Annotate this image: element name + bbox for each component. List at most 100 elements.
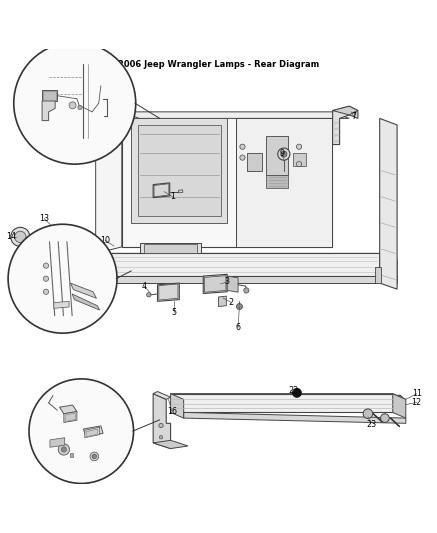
Polygon shape xyxy=(110,276,397,283)
Text: 5: 5 xyxy=(171,308,177,317)
Polygon shape xyxy=(85,427,100,438)
Polygon shape xyxy=(267,175,288,188)
Circle shape xyxy=(292,389,301,397)
Text: 19: 19 xyxy=(63,96,73,106)
Polygon shape xyxy=(393,394,406,418)
Polygon shape xyxy=(236,118,332,247)
Polygon shape xyxy=(145,244,197,253)
Circle shape xyxy=(244,288,249,293)
Circle shape xyxy=(281,151,287,157)
Polygon shape xyxy=(86,429,98,437)
Circle shape xyxy=(240,144,245,149)
Polygon shape xyxy=(375,266,381,283)
Polygon shape xyxy=(122,112,349,118)
Circle shape xyxy=(14,42,136,164)
Polygon shape xyxy=(138,125,221,216)
Polygon shape xyxy=(153,183,170,198)
Text: 16: 16 xyxy=(167,407,177,416)
Polygon shape xyxy=(70,283,97,298)
Circle shape xyxy=(11,227,30,246)
Text: 20: 20 xyxy=(56,128,66,137)
Text: 7: 7 xyxy=(351,112,356,120)
Text: 12: 12 xyxy=(412,398,422,407)
Circle shape xyxy=(363,409,373,418)
Polygon shape xyxy=(42,90,57,101)
Polygon shape xyxy=(293,154,305,166)
Circle shape xyxy=(240,155,245,160)
Circle shape xyxy=(381,414,389,423)
Polygon shape xyxy=(43,91,56,100)
Polygon shape xyxy=(140,243,201,253)
Polygon shape xyxy=(70,453,73,457)
Text: 10: 10 xyxy=(100,236,110,245)
Polygon shape xyxy=(50,438,65,447)
Text: 4: 4 xyxy=(142,281,147,290)
Text: 11: 11 xyxy=(412,389,422,398)
Circle shape xyxy=(43,289,49,294)
Circle shape xyxy=(296,144,302,149)
Polygon shape xyxy=(159,284,178,300)
Circle shape xyxy=(29,379,134,483)
Circle shape xyxy=(278,148,290,160)
Polygon shape xyxy=(96,253,397,260)
Polygon shape xyxy=(157,283,179,301)
Text: 2006 Jeep Wrangler Lamps - Rear Diagram: 2006 Jeep Wrangler Lamps - Rear Diagram xyxy=(118,60,319,69)
Polygon shape xyxy=(380,253,397,283)
Circle shape xyxy=(43,276,49,281)
Text: 2: 2 xyxy=(228,298,233,306)
Text: 9: 9 xyxy=(279,149,284,158)
Polygon shape xyxy=(227,276,238,292)
Ellipse shape xyxy=(396,398,402,411)
Polygon shape xyxy=(96,253,380,276)
Circle shape xyxy=(14,231,26,243)
Polygon shape xyxy=(380,118,397,289)
Polygon shape xyxy=(205,276,226,292)
Circle shape xyxy=(69,102,76,109)
Polygon shape xyxy=(178,190,183,193)
Polygon shape xyxy=(203,274,227,294)
Text: 21: 21 xyxy=(86,250,97,259)
Polygon shape xyxy=(154,184,169,197)
Polygon shape xyxy=(218,296,226,306)
Circle shape xyxy=(61,447,66,452)
Polygon shape xyxy=(54,301,69,308)
Polygon shape xyxy=(122,112,332,247)
Text: 18: 18 xyxy=(112,441,122,450)
Polygon shape xyxy=(72,294,100,310)
Text: 3: 3 xyxy=(225,277,230,286)
Circle shape xyxy=(147,293,151,297)
Polygon shape xyxy=(170,394,393,413)
Polygon shape xyxy=(84,231,90,238)
Polygon shape xyxy=(64,411,77,423)
Polygon shape xyxy=(153,392,170,399)
Text: 6: 6 xyxy=(236,323,241,332)
Circle shape xyxy=(159,423,163,427)
Circle shape xyxy=(78,106,82,110)
Polygon shape xyxy=(153,394,170,449)
Polygon shape xyxy=(170,394,406,399)
Polygon shape xyxy=(170,394,184,418)
Circle shape xyxy=(8,224,117,333)
Circle shape xyxy=(90,452,99,461)
Polygon shape xyxy=(83,426,103,437)
Polygon shape xyxy=(42,101,55,120)
Polygon shape xyxy=(333,106,358,115)
Circle shape xyxy=(159,435,163,439)
Text: 1: 1 xyxy=(170,192,175,201)
Polygon shape xyxy=(96,112,122,253)
Polygon shape xyxy=(267,136,288,175)
Polygon shape xyxy=(96,253,110,283)
Polygon shape xyxy=(65,413,76,422)
Text: 13: 13 xyxy=(39,214,49,223)
Polygon shape xyxy=(153,440,188,449)
Polygon shape xyxy=(333,106,358,144)
Ellipse shape xyxy=(395,395,404,414)
Polygon shape xyxy=(59,405,77,414)
Circle shape xyxy=(58,444,69,455)
Circle shape xyxy=(90,251,94,255)
Polygon shape xyxy=(96,112,136,122)
Polygon shape xyxy=(247,154,262,171)
Text: 24: 24 xyxy=(72,293,82,302)
Text: 23: 23 xyxy=(366,419,376,429)
Circle shape xyxy=(43,263,49,268)
